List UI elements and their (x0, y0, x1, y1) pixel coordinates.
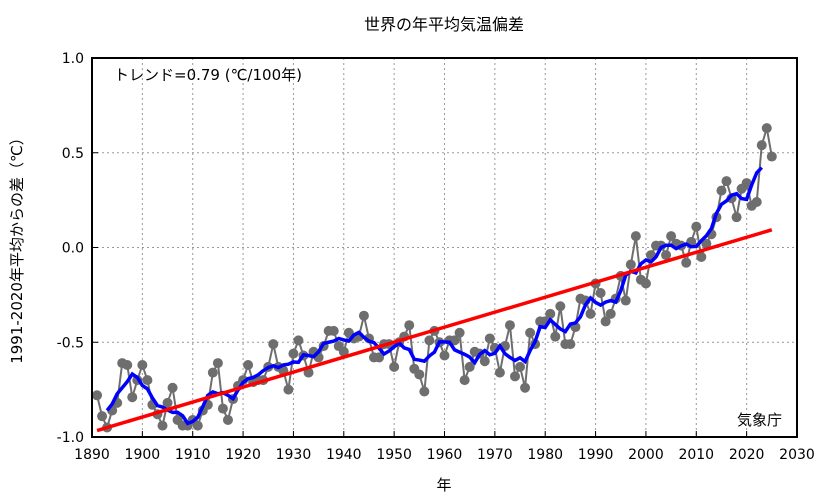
ticks: 1890 1900 1910 1920 1930 1940 1950 1960 1970 1980… (57, 51, 815, 463)
annual-point (243, 359, 254, 370)
annual-point (515, 361, 526, 372)
annual-point (142, 375, 153, 386)
annual-point (565, 339, 576, 350)
annual-point (288, 348, 299, 359)
annual-point (585, 308, 596, 319)
annual-point (268, 339, 279, 350)
x-tick-label: 1910 (175, 447, 211, 463)
x-tick-label: 2020 (729, 447, 765, 463)
annual-point (459, 375, 470, 386)
annual-point (222, 414, 233, 425)
annual-point (520, 382, 531, 393)
annual-point (338, 346, 349, 357)
annual-point (419, 386, 430, 397)
annual-point (595, 287, 606, 298)
annual-point (212, 358, 223, 369)
x-tick-label: 1980 (527, 447, 563, 463)
annual-point (761, 123, 772, 134)
annual-point (328, 325, 339, 336)
annual-point (479, 356, 490, 367)
annual-point (167, 382, 178, 393)
x-tick-label: 1970 (477, 447, 513, 463)
y-axis-label: 1991-2020年平均からの差（℃） (8, 130, 26, 364)
annual-point (545, 308, 556, 319)
annual-point (751, 197, 762, 208)
annual-point (484, 333, 495, 344)
x-tick-label: 1900 (125, 447, 161, 463)
annual-point (92, 390, 103, 401)
annual-point (439, 350, 450, 361)
annual-point (122, 359, 133, 370)
annual-point (681, 257, 692, 268)
x-tick-label: 1990 (578, 447, 614, 463)
annual-point (605, 308, 616, 319)
y-tick-label: 1.0 (62, 51, 84, 67)
annual-point (600, 316, 611, 327)
annual-point (389, 361, 400, 372)
annual-point (464, 361, 475, 372)
annual-point (162, 397, 173, 408)
annual-point (293, 335, 304, 346)
annual-point (731, 212, 742, 223)
y-tick-label: 0.5 (62, 146, 84, 162)
series (92, 123, 777, 433)
annual-point (661, 250, 672, 261)
annual-point (414, 369, 425, 380)
x-tick-label: 2000 (628, 447, 664, 463)
x-tick-label: 1960 (427, 447, 463, 463)
annual-point (640, 278, 651, 289)
trend-annotation: トレンド=0.79 (℃/100年) (114, 66, 302, 84)
x-tick-label: 1950 (376, 447, 412, 463)
annual-point (283, 384, 294, 395)
annual-point (127, 392, 138, 403)
annual-point (630, 231, 641, 242)
annual-line (96, 127, 773, 431)
x-tick-label: 1920 (225, 447, 261, 463)
x-tick-label: 1940 (326, 447, 362, 463)
annual-point (374, 352, 385, 363)
running-mean-line (105, 166, 764, 426)
annual-point (494, 367, 505, 378)
annual-point (625, 259, 636, 270)
x-tick-label: 1890 (74, 447, 110, 463)
annual-point (207, 367, 218, 378)
x-tick-label: 2030 (779, 447, 815, 463)
annual-point (701, 238, 712, 249)
annual-point (691, 221, 702, 232)
annual-point (192, 420, 203, 431)
annual-point (137, 359, 148, 370)
annual-point (358, 310, 369, 321)
annual-point (756, 140, 767, 151)
annual-point (510, 371, 520, 382)
annual-point (666, 231, 677, 242)
annual-point (157, 420, 168, 431)
annual-point (454, 327, 465, 338)
y-tick-label: -1.0 (57, 430, 84, 446)
annual-point (716, 185, 727, 196)
y-tick-label: -0.5 (57, 335, 84, 351)
annual-point (525, 327, 536, 338)
x-tick-label: 1930 (276, 447, 312, 463)
credit-label: 気象庁 (737, 411, 782, 429)
annual-point (217, 403, 228, 414)
annual-point (721, 176, 732, 187)
annual-point (424, 335, 435, 346)
annual-point (449, 335, 460, 346)
annual-point (620, 295, 631, 306)
y-tick-label: 0.0 (62, 241, 84, 257)
x-axis-label: 年 (436, 476, 451, 494)
annual-point (766, 151, 777, 162)
annual-point (504, 320, 515, 331)
x-tick-label: 2010 (678, 447, 714, 463)
annual-point (97, 411, 108, 422)
annual-point (404, 320, 415, 331)
annual-point (550, 331, 561, 342)
chart-title: 世界の年平均気温偏差 (364, 15, 524, 34)
annual-point (696, 251, 707, 262)
trend-line (96, 228, 773, 433)
annual-point (555, 301, 566, 312)
annual-point (741, 178, 752, 189)
